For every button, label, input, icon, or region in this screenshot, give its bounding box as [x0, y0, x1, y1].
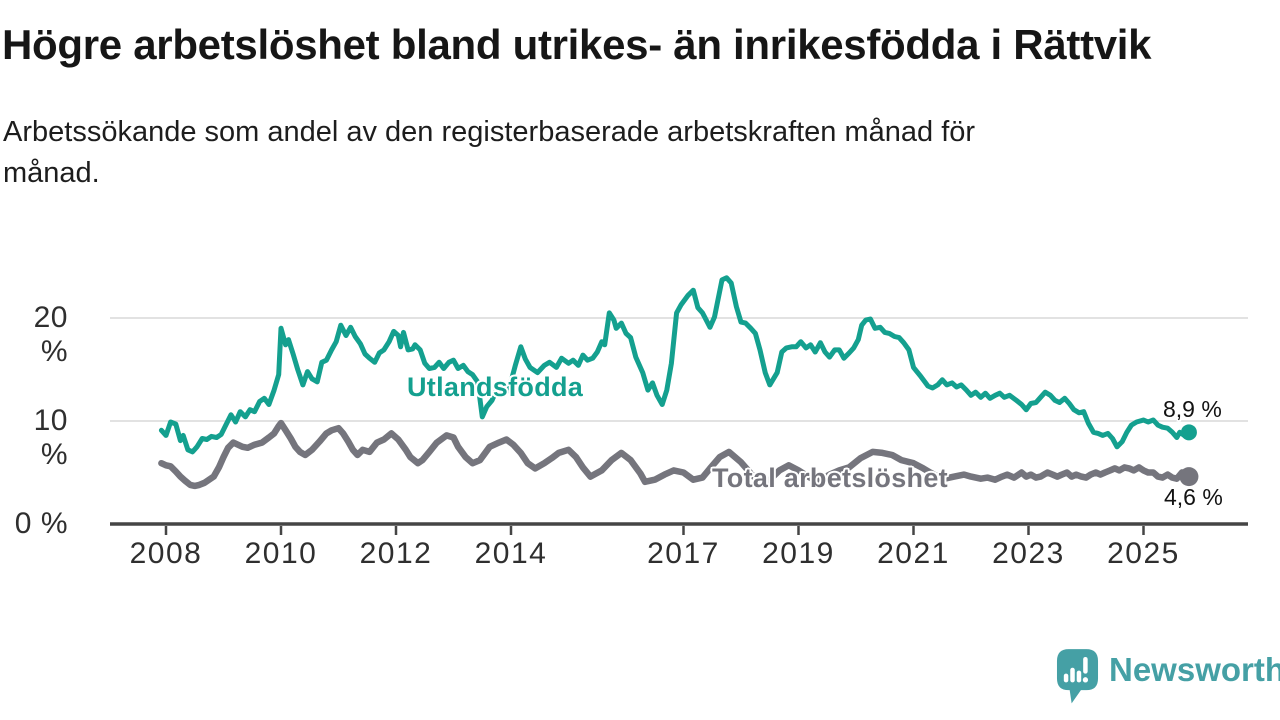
chart-subtitle-line2: månad.: [3, 157, 100, 189]
end-dot-total-arbetsloshet: [1179, 467, 1199, 487]
y-tick-label: 20 %: [33, 301, 68, 368]
x-tick-label: 2025: [1107, 537, 1180, 570]
bar-chart-icon: [1063, 656, 1089, 683]
series-label-total-arbetsloshet: Total arbetslöshet: [712, 463, 948, 493]
end-value-label-utlandsfodda: 8,9 %: [1163, 396, 1222, 422]
series-label-utlandsfodda: Utlandsfödda: [407, 372, 584, 402]
x-tick-label: 2019: [762, 537, 835, 570]
y-tick-label: 10 %: [33, 404, 68, 471]
end-dot-utlandsfodda: [1180, 424, 1197, 441]
x-tick-label: 2014: [474, 537, 548, 570]
x-tick-label: 2008: [129, 537, 203, 570]
series-line-utlandsfodda: [158, 275, 1192, 455]
x-tick-label: 2012: [359, 537, 433, 570]
x-tick-label: 2010: [244, 537, 318, 570]
x-tick-label: 2021: [877, 537, 950, 570]
end-value-label-total-arbetsloshet: 4,6 %: [1164, 484, 1223, 510]
chart-title: Högre arbetslöshet bland utrikes- än inr…: [2, 21, 1152, 68]
series-line-total-arbetsloshet: [158, 419, 1193, 490]
x-tick-label: 2017: [647, 537, 720, 570]
x-tick-label: 2023: [992, 537, 1065, 570]
y-tick-label: 0 %: [14, 507, 68, 540]
exclamation-icon: [1083, 656, 1088, 674]
newsworthy-logo-icon: [1056, 649, 1099, 704]
newsworthy-logo-text: Newsworthy: [1109, 651, 1280, 688]
chart-subtitle: Arbetssökande som andel av den registerb…: [3, 112, 1223, 194]
chart-subtitle-line1: Arbetssökande som andel av den registerb…: [3, 116, 976, 148]
newsworthy-logo: Newsworthy: [1056, 648, 1280, 705]
